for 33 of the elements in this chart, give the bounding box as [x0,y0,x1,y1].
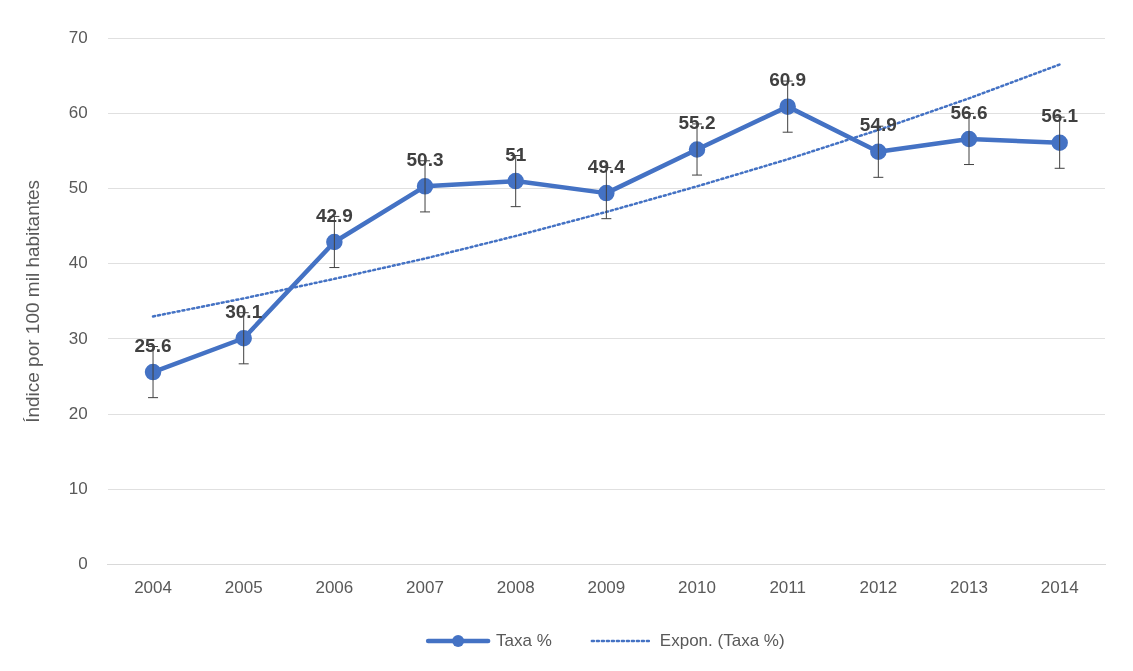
y-tick-label: 60 [68,103,88,123]
legend-label: Taxa % [496,630,552,650]
x-tick-label: 2013 [950,578,988,598]
x-tick-label: 2007 [406,578,444,598]
x-tick-label: 2014 [1040,578,1079,598]
x-tick-label: 2006 [315,578,354,598]
x-tick-label: 2011 [769,578,806,598]
y-tick-label: 0 [78,554,88,574]
y-tick-label: 40 [68,253,88,273]
point [507,172,524,190]
y-axis-title: Índice por 100 mil habitantes [21,179,43,423]
y-tick-label: 30 [68,328,88,348]
data-label: 60.9 [769,69,807,91]
data-label: 25.6 [134,334,172,356]
x-tick-label: 2004 [134,578,172,598]
legend-label: Expon. (Taxa %) [659,630,785,650]
x-tick-label: 2005 [224,578,263,598]
x-tick-label: 2008 [496,578,535,598]
y-tick-label: 10 [68,479,88,499]
x-tick-label: 2012 [859,578,898,598]
data-label: 56.6 [950,101,988,123]
data-label: 56.1 [1041,105,1079,127]
x-tick-label: 2009 [587,578,626,598]
y-tick-label: 50 [68,178,88,198]
data-label: 30.1 [225,300,263,322]
y-tick-label: 70 [68,27,88,47]
y-tick-label: 20 [68,403,88,423]
data-label: 49.4 [587,155,626,177]
data-label: 55.2 [678,112,716,134]
data-label: 42.9 [315,204,353,226]
x-tick-label: 2010 [678,578,716,598]
data-label: 51 [505,143,527,165]
data-label: 50.3 [406,149,444,171]
